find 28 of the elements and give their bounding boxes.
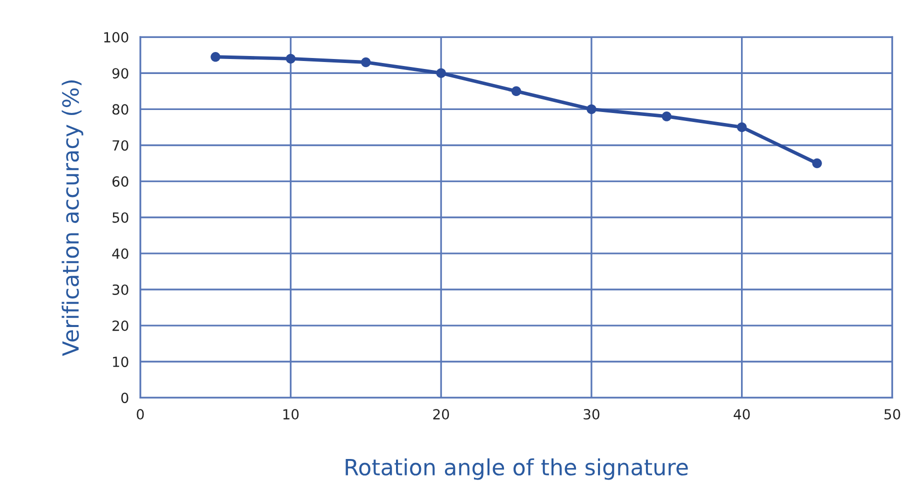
x-tick-label: 0 xyxy=(136,409,144,420)
y-tick-label: 50 xyxy=(112,212,128,223)
y-tick-label: 10 xyxy=(113,356,128,368)
point xyxy=(436,68,446,78)
point xyxy=(286,54,296,64)
y-tick-label: 0 xyxy=(121,392,128,404)
y-tick-label: 80 xyxy=(112,104,128,115)
x-tick-label: 10 xyxy=(283,409,299,420)
point xyxy=(812,158,822,168)
y-tick-label: 30 xyxy=(112,284,128,295)
point xyxy=(511,86,522,96)
point xyxy=(210,52,220,62)
point xyxy=(736,122,747,132)
x-tick-label: 50 xyxy=(884,409,900,420)
y-tick-label: 90 xyxy=(112,68,128,79)
point xyxy=(361,57,371,68)
y-tick-label: 70 xyxy=(112,140,128,151)
x-tick-label: 30 xyxy=(584,409,600,420)
y-tick-label: 100 xyxy=(104,32,128,43)
x-tick-label: 20 xyxy=(433,409,449,420)
y-axis-title: Verification accuracy (%) xyxy=(62,80,84,356)
y-tick-label: 20 xyxy=(112,320,128,332)
y-tick-label: 60 xyxy=(112,176,128,187)
y-tick-label: 40 xyxy=(112,248,128,259)
x-axis-title: Rotation angle of the signature xyxy=(346,458,688,480)
point xyxy=(662,112,672,122)
x-tick-label: 40 xyxy=(734,409,750,420)
point xyxy=(586,104,596,114)
